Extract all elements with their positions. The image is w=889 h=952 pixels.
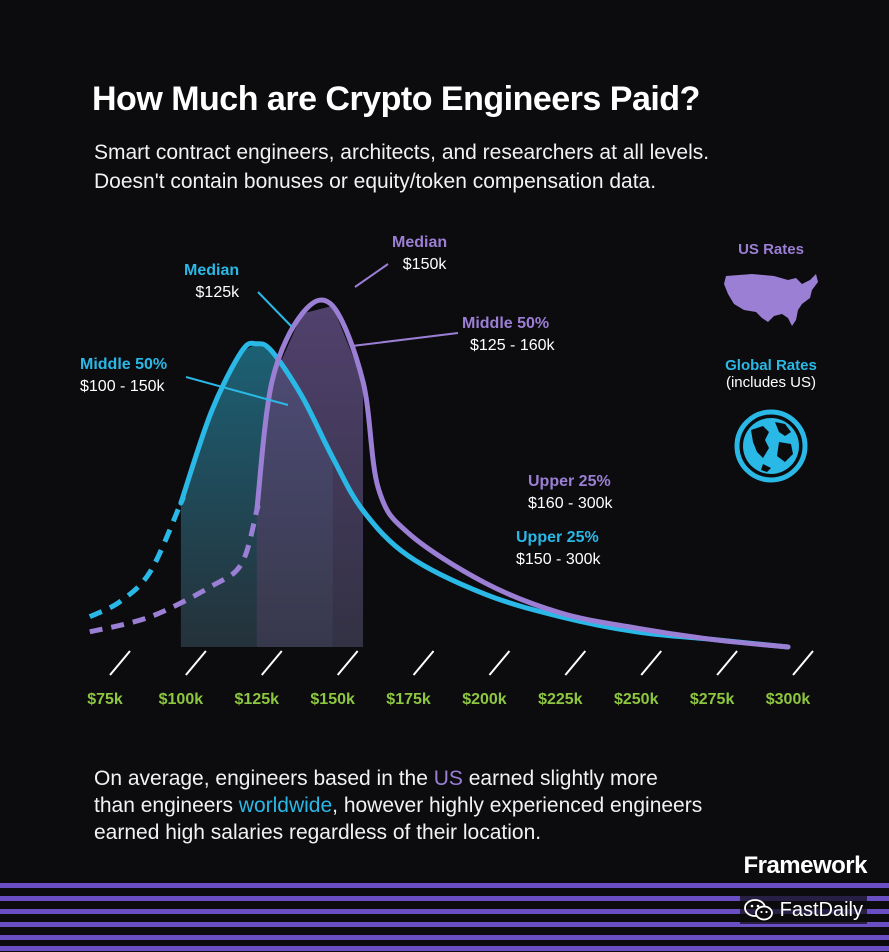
stripe (0, 909, 889, 914)
us-median-value: $150k (402, 256, 447, 273)
x-tick-mark (640, 650, 662, 676)
legend-us: US Rates (716, 241, 826, 258)
summary-us-highlight: US (433, 767, 463, 790)
legend-global-label: Global Rates (725, 357, 817, 374)
subtitle-line-2: Doesn't contain bonuses or equity/token … (94, 170, 657, 193)
summary-text: On average, engineers based in the US ea… (94, 765, 774, 846)
x-tick-label: $250k (614, 691, 659, 708)
us-upper-label: Upper 25% (528, 473, 611, 490)
x-tick-label: $225k (538, 691, 583, 708)
stripe (0, 935, 889, 940)
x-tick-mark (716, 650, 738, 676)
us-median-label: Median (392, 234, 448, 251)
global-median-leader (257, 291, 293, 328)
global-curve (178, 340, 791, 650)
brand-logo: Framework (743, 852, 867, 879)
watermark-text: FastDaily (779, 898, 863, 921)
global-upper-label: Upper 25% (516, 529, 599, 546)
global-upper-value: $150 - 300k (516, 551, 601, 568)
x-tick-mark (792, 650, 814, 676)
x-tick-label: $200k (462, 691, 507, 708)
us-upper-annotation: Upper 25% $160 - 300k (528, 471, 613, 515)
x-tick-label: $150k (310, 691, 355, 708)
us-middle-annotation: Middle 50% $125 - 160k (462, 313, 555, 357)
wechat-icon (743, 899, 773, 921)
us-upper-value: $160 - 300k (528, 495, 613, 512)
global-middle-annotation: Middle 50% $100 - 150k (80, 354, 167, 398)
global-middle-leader (185, 376, 289, 406)
x-tick-label: $300k (766, 691, 811, 708)
stripe (0, 946, 889, 951)
global-upper-annotation: Upper 25% $150 - 300k (516, 527, 601, 571)
legend-us-label: US Rates (738, 241, 804, 258)
global-tail-dashed (88, 495, 186, 619)
us-curve (254, 297, 791, 650)
subtitle: Smart contract engineers, architects, an… (94, 138, 774, 196)
us-median-annotation: Median $150k (392, 232, 447, 276)
x-tick-mark (109, 650, 131, 676)
stripe (0, 883, 889, 888)
legend-global: Global Rates (includes US) (716, 357, 826, 391)
us-middle-leader (351, 332, 459, 347)
x-tick-mark (488, 650, 511, 676)
globe-icon (734, 409, 808, 483)
summary-line-1-start: On average, engineers based in the (94, 767, 434, 790)
x-tick-label: $275k (690, 691, 735, 708)
salary-distribution-chart: $75k $100k $125k $150k $175k $200k $225k $250k $… (87, 263, 814, 708)
x-tick-label: $125k (235, 691, 280, 708)
summary-line-2: than engineers worldwide, however highly… (94, 792, 774, 819)
watermark: FastDaily (739, 896, 867, 924)
x-tick-mark (261, 650, 283, 676)
summary-line-2-start: than engineers (94, 794, 239, 817)
x-tick-mark (185, 650, 207, 676)
summary-line-1: On average, engineers based in the US ea… (94, 765, 774, 792)
page-title: How Much are Crypto Engineers Paid? (92, 80, 700, 118)
stripe (0, 896, 889, 901)
x-tick-mark (336, 650, 359, 676)
summary-line-3: earned high salaries regardless of their… (94, 821, 542, 844)
stripe (0, 922, 889, 927)
x-tick-label: $175k (386, 691, 431, 708)
global-median-value: $125k (195, 284, 240, 301)
global-median-label: Median (184, 262, 240, 279)
x-tick-label: $75k (87, 691, 123, 708)
global-middle-label: Middle 50% (80, 356, 168, 373)
summary-line-1-end: earned slightly more (462, 767, 658, 790)
x-tick-mark (564, 650, 587, 676)
x-tick-label: $100k (159, 691, 204, 708)
x-tick-mark (412, 650, 435, 676)
us-middle-50-area (256, 305, 364, 647)
legend-global-note: (includes US) (725, 374, 817, 391)
global-middle-value: $100 - 150k (80, 378, 165, 395)
us-map-icon (724, 274, 818, 326)
summary-worldwide-highlight: worldwide (238, 794, 333, 817)
us-middle-label: Middle 50% (462, 315, 550, 332)
subtitle-line-1: Smart contract engineers, architects, an… (94, 141, 710, 164)
global-median-annotation: Median $125k (184, 260, 239, 304)
us-median-leader (354, 263, 389, 288)
summary-line-2-end: , however highly experienced engineers (332, 794, 703, 817)
us-middle-value: $125 - 160k (470, 337, 555, 354)
